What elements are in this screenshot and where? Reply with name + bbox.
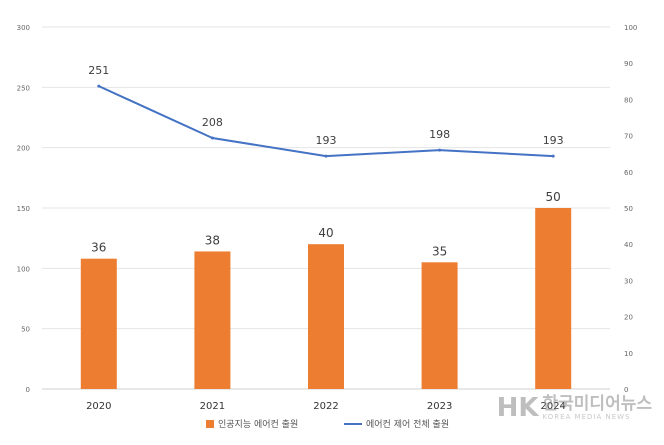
right-tick-label: 90 bbox=[624, 60, 633, 68]
bar-data-label: 36 bbox=[91, 241, 106, 255]
x-tick-label: 2022 bbox=[313, 401, 338, 412]
bar-data-label: 38 bbox=[205, 233, 220, 247]
line-data-label: 208 bbox=[202, 116, 223, 129]
line-data-label: 193 bbox=[316, 134, 337, 147]
line-point bbox=[438, 148, 442, 152]
line-point bbox=[324, 154, 328, 158]
watermark: HK 한국미디어뉴스 KOREA MEDIA NEWS bbox=[497, 395, 652, 421]
right-tick-label: 100 bbox=[624, 24, 637, 32]
line-data-label: 251 bbox=[88, 64, 109, 77]
watermark-subtext: KOREA MEDIA NEWS bbox=[542, 412, 631, 421]
left-tick-label: 250 bbox=[17, 84, 30, 92]
left-tick-label: 150 bbox=[17, 205, 30, 213]
bar bbox=[80, 258, 117, 389]
bar bbox=[535, 208, 572, 389]
left-tick-label: 0 bbox=[26, 386, 30, 394]
line-point bbox=[551, 154, 555, 158]
line-point bbox=[210, 136, 214, 140]
right-tick-label: 20 bbox=[624, 314, 633, 322]
bar-data-label: 35 bbox=[432, 244, 447, 258]
bar bbox=[421, 262, 458, 389]
bar-data-label: 50 bbox=[546, 190, 561, 204]
line-point bbox=[97, 84, 101, 88]
bar-data-label: 40 bbox=[318, 226, 333, 240]
line-data-label: 198 bbox=[429, 128, 450, 141]
watermark-logo: HK bbox=[496, 393, 539, 423]
x-tick-label: 2020 bbox=[86, 401, 111, 412]
left-tick-label: 100 bbox=[17, 265, 30, 273]
left-tick-label: 50 bbox=[21, 326, 30, 334]
x-tick-label: 2024 bbox=[540, 401, 565, 412]
legend-label-bar: 인공지능 에어컨 출원 bbox=[218, 419, 298, 430]
right-tick-label: 60 bbox=[624, 169, 633, 177]
right-tick-label: 0 bbox=[624, 386, 628, 394]
x-tick-label: 2023 bbox=[427, 401, 452, 412]
right-tick-label: 30 bbox=[624, 277, 633, 285]
watermark-text: 한국미디어뉴스 bbox=[542, 393, 652, 414]
x-tick-label: 2021 bbox=[200, 401, 225, 412]
right-tick-label: 10 bbox=[624, 350, 633, 358]
left-tick-label: 300 bbox=[17, 24, 30, 32]
bar bbox=[194, 251, 231, 389]
right-tick-label: 70 bbox=[624, 133, 633, 141]
right-tick-label: 80 bbox=[624, 96, 633, 104]
left-tick-label: 200 bbox=[17, 145, 30, 153]
right-tick-label: 40 bbox=[624, 241, 633, 249]
right-tick-label: 50 bbox=[624, 205, 633, 213]
bar bbox=[308, 244, 344, 389]
legend-label-line: 에어컨 제어 전체 출원 bbox=[366, 419, 449, 430]
line-data-label: 193 bbox=[543, 134, 564, 147]
legend-swatch-bar bbox=[206, 420, 214, 428]
